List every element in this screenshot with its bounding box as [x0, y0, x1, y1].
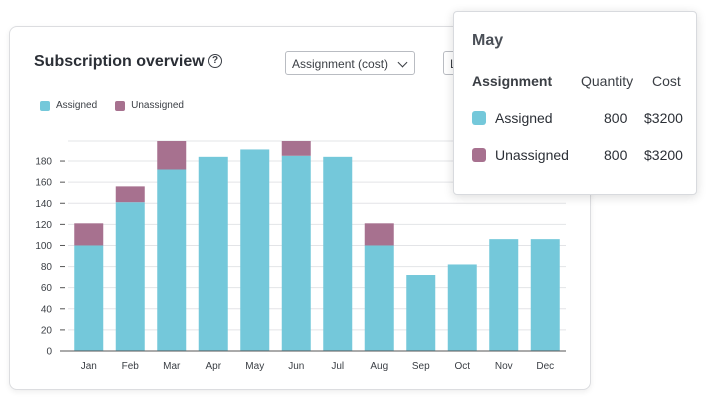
x-tick-label: Aug: [370, 361, 388, 372]
y-tick-label: 160: [35, 178, 52, 189]
x-tick-label: Apr: [205, 361, 221, 372]
x-tick-label: Jan: [81, 361, 97, 372]
legend-item-assigned[interactable]: Assigned: [40, 100, 97, 111]
y-tick-label: 120: [35, 220, 52, 231]
bar-assigned-jan[interactable]: [74, 245, 104, 351]
bar-assigned-apr[interactable]: [198, 156, 228, 351]
tooltip-header-quantity: Quantity: [581, 73, 634, 89]
x-tick-label: Mar: [163, 361, 181, 372]
tooltip-row-cost: $3200: [644, 147, 683, 163]
hover-tooltip: May Assignment Quantity Cost Assigned 80…: [453, 11, 697, 195]
legend-item-unassigned[interactable]: Unassigned: [115, 100, 184, 111]
x-tick-label: Dec: [536, 361, 554, 372]
y-tick-label: 20: [41, 325, 53, 336]
legend-label-unassigned: Unassigned: [131, 100, 184, 111]
bar-unassigned-feb[interactable]: [115, 186, 145, 203]
bar-assigned-jun[interactable]: [281, 155, 311, 351]
question-circle-icon[interactable]: ?: [208, 54, 222, 68]
bar-assigned-nov[interactable]: [489, 239, 519, 351]
tooltip-row-label: Assigned: [495, 110, 553, 126]
x-tick-label: Oct: [454, 361, 470, 372]
bar-chart: 0 20 40 60 80 100 120 140 160 180 Jan Feb Mar Apr May J…: [35, 140, 566, 372]
tooltip-header-cost: Cost: [652, 73, 681, 89]
x-tick-label: May: [245, 361, 264, 372]
y-tick-label: 80: [41, 262, 53, 273]
tooltip-row-quantity: 800: [604, 147, 628, 163]
x-tick-label: Nov: [495, 361, 513, 372]
tooltip-row-label: Unassigned: [495, 147, 569, 163]
tooltip-title: May: [472, 32, 504, 49]
tooltip-header-assignment: Assignment: [472, 73, 553, 89]
bar-unassigned-jan[interactable]: [74, 223, 104, 246]
bar-assigned-oct[interactable]: [447, 264, 477, 351]
y-tick-label: 0: [46, 347, 52, 358]
bar-assigned-aug[interactable]: [364, 245, 394, 351]
bar-assigned-feb[interactable]: [115, 202, 145, 351]
y-tick-label: 140: [35, 199, 52, 210]
x-tick-label: Jun: [288, 361, 304, 372]
x-tick-label: Feb: [122, 361, 140, 372]
legend-swatch-assigned: [40, 100, 50, 111]
tooltip-swatch-assigned: [472, 111, 486, 125]
bar-assigned-dec[interactable]: [530, 239, 560, 351]
bar-unassigned-mar[interactable]: [157, 141, 187, 170]
y-tick-label: 180: [35, 157, 52, 168]
y-tick-label: 100: [35, 241, 52, 252]
y-tick-label: 60: [41, 283, 53, 294]
bar-unassigned-jun[interactable]: [281, 141, 311, 156]
x-tick-label: Jul: [331, 361, 344, 372]
bar-assigned-sep[interactable]: [406, 275, 436, 351]
page-title: Subscription overview: [34, 53, 205, 70]
metric-select[interactable]: Assignment (cost): [285, 51, 415, 75]
bar-assigned-may[interactable]: [240, 149, 270, 351]
legend-label-assigned: Assigned: [56, 100, 98, 111]
x-tick-label: Sep: [412, 361, 430, 372]
tooltip-row-quantity: 800: [604, 110, 628, 126]
tooltip-row-cost: $3200: [644, 110, 683, 126]
bar-unassigned-aug[interactable]: [364, 223, 394, 246]
chart-legend: Assigned Unassigned: [40, 100, 184, 111]
bar-assigned-jul[interactable]: [323, 156, 353, 351]
y-tick-label: 40: [41, 304, 53, 315]
metric-select-value: Assignment (cost): [292, 57, 389, 71]
legend-swatch-unassigned: [115, 100, 126, 111]
bar-assigned-mar[interactable]: [157, 169, 187, 351]
tooltip-swatch-unassigned: [472, 148, 486, 162]
